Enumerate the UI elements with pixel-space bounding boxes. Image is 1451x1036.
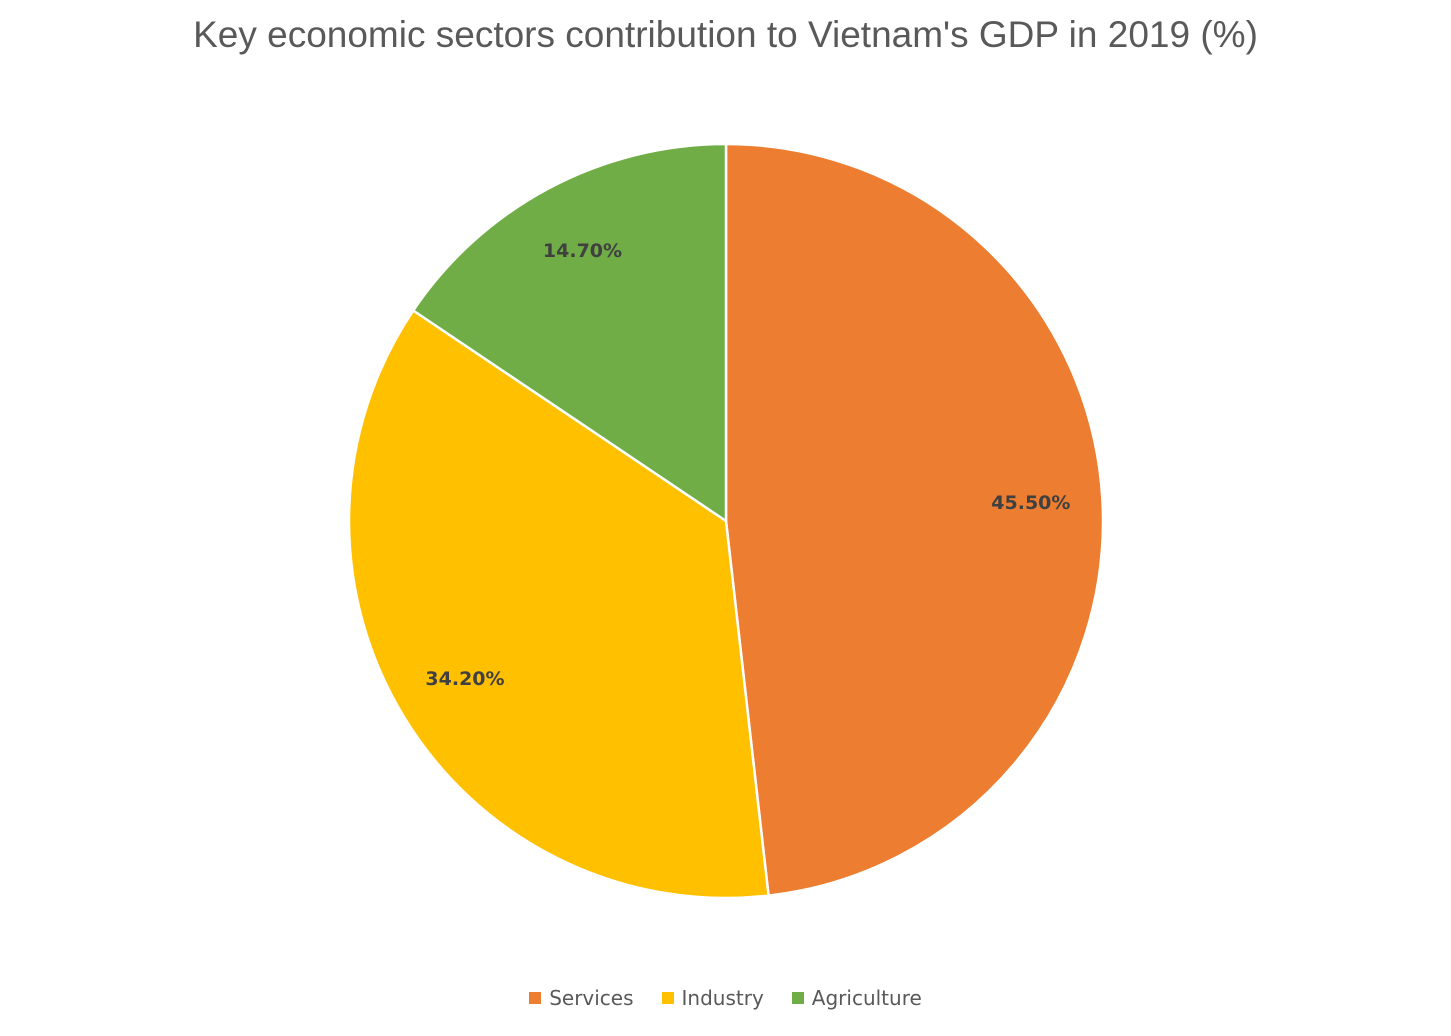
pie-data-labels: 45.50% 34.20% 14.70% (425, 240, 1070, 690)
legend-label-services: Services (549, 986, 634, 1010)
pie-slice-industry[interactable] (347, 309, 770, 900)
data-label-industry: 34.20% (425, 668, 504, 690)
chart-title: Key economic sectors contribution to Vie… (193, 14, 1258, 55)
legend: Services Industry Agriculture (0, 986, 1451, 1010)
legend-swatch-industry (661, 992, 674, 1004)
legend-label-agriculture: Agriculture (811, 986, 922, 1010)
pie-slice-agriculture[interactable] (411, 142, 728, 523)
pie-slices (347, 142, 1105, 900)
data-label-services: 45.50% (991, 492, 1070, 514)
legend-swatch-agriculture (791, 992, 804, 1004)
legend-item-industry[interactable]: Industry (661, 986, 764, 1010)
pie-slice-services[interactable] (724, 142, 1105, 897)
legend-item-services[interactable]: Services (529, 986, 634, 1010)
legend-swatch-services (529, 992, 542, 1004)
data-label-agriculture: 14.70% (543, 240, 622, 262)
legend-label-industry: Industry (681, 986, 764, 1010)
legend-item-agriculture[interactable]: Agriculture (791, 986, 922, 1010)
